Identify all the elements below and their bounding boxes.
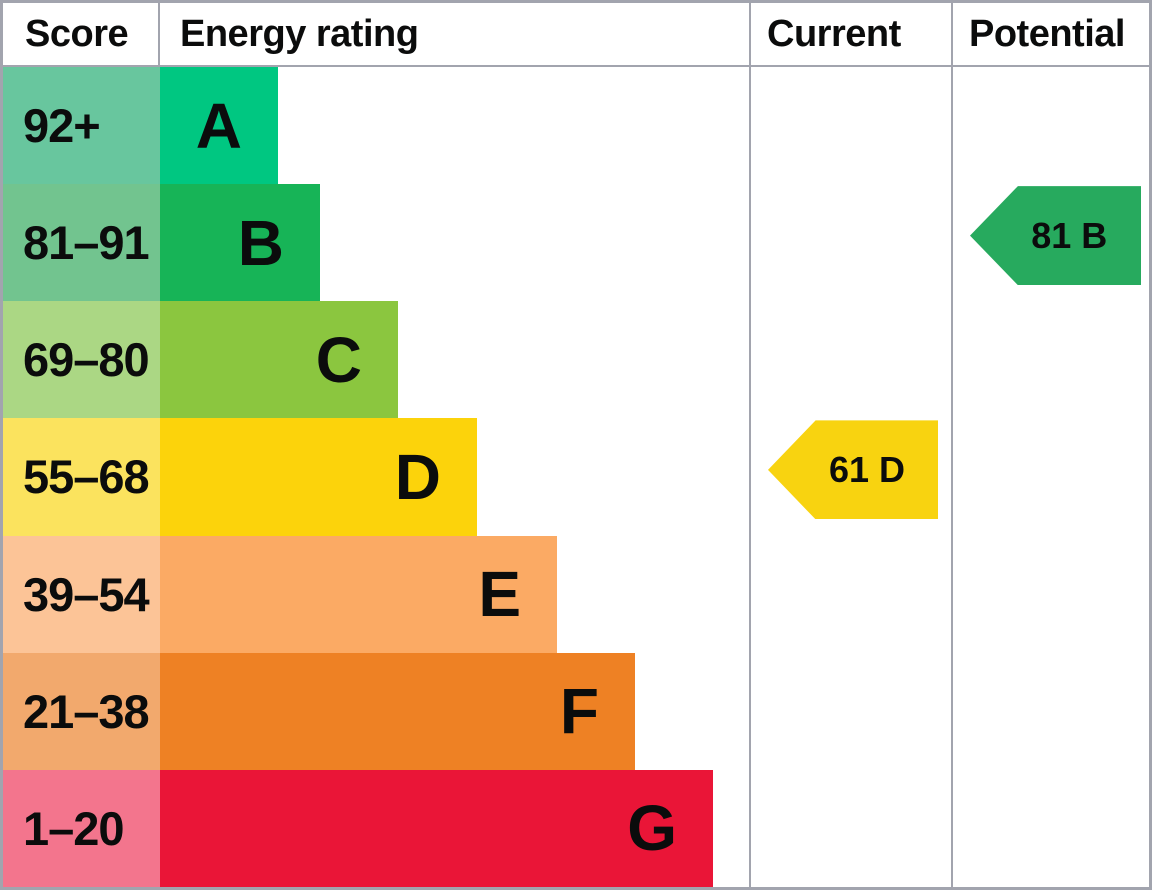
potential-cell-c	[953, 301, 1149, 418]
band-row-e: 39–54 E	[3, 535, 1149, 653]
rating-bar-b: B	[160, 184, 320, 302]
rating-area-e: E	[160, 535, 751, 653]
header-score-label: Score	[25, 12, 129, 55]
rating-bar-g: G	[160, 769, 713, 887]
header-score: Score	[3, 3, 160, 65]
score-range-label: 81–91	[23, 216, 150, 270]
score-range-label: 1–20	[23, 801, 125, 855]
rating-area-c: C	[160, 301, 751, 419]
potential-rating-arrow: 81 B	[970, 186, 1141, 286]
current-cell-c	[751, 301, 953, 419]
band-row-f: 21–38 F	[3, 652, 1149, 770]
rating-letter-g: G	[627, 792, 677, 865]
current-rating-label: 61 D	[828, 448, 906, 490]
band-row-a: 92+ A	[3, 67, 1149, 185]
score-cell-e: 39–54	[3, 535, 160, 653]
rating-letter-f: F	[559, 675, 599, 748]
current-cell-d: 61 D	[751, 418, 953, 536]
score-range-label: 92+	[23, 99, 101, 153]
potential-cell-d	[953, 418, 1149, 535]
potential-rating-label: 81 B	[1031, 214, 1108, 256]
score-cell-c: 69–80	[3, 301, 160, 419]
rating-area-f: F	[160, 652, 751, 770]
current-cell-b	[751, 184, 953, 302]
chart-body: 92+ A 81–91 B 81 B	[3, 67, 1149, 887]
rating-letter-d: D	[394, 440, 441, 513]
band-row-d: 55–68 D 61 D	[3, 418, 1149, 536]
score-range-label: 39–54	[23, 567, 150, 621]
chart-header-row: Score Energy rating Current Potential	[3, 3, 1149, 67]
rating-bar-a: A	[160, 67, 278, 185]
header-potential-label: Potential	[969, 12, 1125, 55]
header-energy-rating: Energy rating	[160, 3, 751, 65]
score-range-label: 55–68	[23, 450, 150, 504]
rating-area-a: A	[160, 67, 751, 185]
header-energy-rating-label: Energy rating	[180, 12, 419, 55]
current-cell-g	[751, 769, 953, 887]
rating-area-g: G	[160, 769, 751, 887]
rating-area-b: B	[160, 184, 751, 302]
score-cell-f: 21–38	[3, 652, 160, 770]
band-row-b: 81–91 B 81 B	[3, 184, 1149, 302]
potential-cell-g	[953, 770, 1149, 887]
header-potential: Potential	[953, 3, 1149, 65]
potential-cell-e	[953, 536, 1149, 653]
score-range-label: 69–80	[23, 333, 150, 387]
potential-cell-b: 81 B	[953, 184, 1149, 301]
header-current-label: Current	[767, 12, 901, 55]
rating-bar-c: C	[160, 301, 398, 419]
score-cell-g: 1–20	[3, 769, 160, 887]
rating-bar-d: D	[160, 418, 477, 536]
current-cell-e	[751, 535, 953, 653]
current-cell-a	[751, 67, 953, 185]
score-cell-b: 81–91	[3, 184, 160, 302]
potential-cell-f	[953, 653, 1149, 770]
score-range-label: 21–38	[23, 684, 150, 738]
rating-bar-e: E	[160, 535, 557, 653]
rating-area-d: D	[160, 418, 751, 536]
score-cell-a: 92+	[3, 67, 160, 185]
rating-letter-e: E	[478, 558, 521, 631]
score-cell-d: 55–68	[3, 418, 160, 536]
rating-letter-b: B	[237, 206, 284, 279]
current-cell-f	[751, 652, 953, 770]
band-row-c: 69–80 C	[3, 301, 1149, 419]
current-rating-arrow: 61 D	[768, 420, 938, 520]
rating-letter-c: C	[315, 323, 362, 396]
header-current: Current	[751, 3, 953, 65]
potential-cell-a	[953, 67, 1149, 184]
rating-letter-a: A	[195, 89, 242, 162]
rating-bar-f: F	[160, 652, 635, 770]
band-row-g: 1–20 G	[3, 769, 1149, 887]
